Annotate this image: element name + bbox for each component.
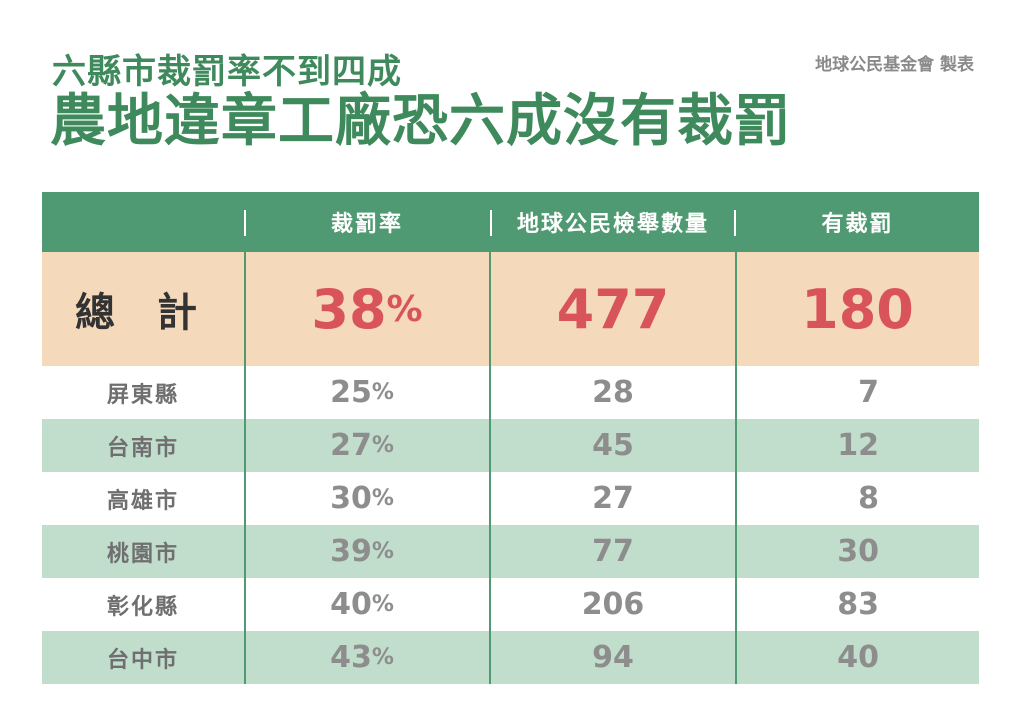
total-rate-value: 38	[311, 277, 387, 341]
header-rate: 裁罰率	[244, 192, 490, 252]
rate-cell: 43%	[244, 631, 490, 684]
table-header: 裁罰率 地球公民檢舉數量 有裁罰	[42, 192, 979, 252]
column-divider	[244, 252, 246, 684]
rate-cell: 30%	[244, 472, 490, 525]
county-name: 台南市	[106, 435, 179, 461]
column-divider	[735, 252, 737, 684]
credit-text: 地球公民基金會 製表	[815, 55, 974, 75]
rate-value: 43	[330, 640, 372, 675]
column-divider	[489, 252, 491, 684]
header-blank	[42, 192, 244, 252]
total-rate-unit: %	[386, 288, 423, 330]
penalized-cell: 83	[837, 587, 879, 622]
total-row: 總 計 38% 477 180	[42, 252, 979, 366]
header-reports-label: 地球公民檢舉數量	[516, 212, 709, 237]
county-name: 台中市	[106, 647, 179, 673]
penalized-cell: 40	[837, 640, 879, 675]
rate-cell: 25%	[244, 366, 490, 419]
penalized-cell: 8	[858, 481, 879, 516]
header-penalized: 有裁罰	[821, 212, 894, 237]
total-label: 總 計	[75, 290, 211, 336]
county-name: 高雄市	[106, 488, 179, 514]
rate-cell: 39%	[244, 525, 490, 578]
subtitle: 六縣市裁罰率不到四成	[52, 52, 402, 92]
table-row: 彰化縣 40% 206 83	[42, 578, 979, 631]
rate-value: 40	[330, 587, 372, 622]
total-rate: 38%	[244, 252, 490, 366]
table-row: 高雄市 30% 27 8	[42, 472, 979, 525]
rate-cell: 40%	[244, 578, 490, 631]
rate-value: 30	[330, 481, 372, 516]
rate-unit: %	[371, 433, 394, 458]
reports-cell: 206	[581, 587, 645, 622]
rate-unit: %	[371, 645, 394, 670]
rate-cell: 27%	[244, 419, 490, 472]
header-divider	[734, 210, 736, 236]
reports-cell: 28	[592, 375, 634, 410]
rate-unit: %	[371, 380, 394, 405]
rate-value: 39	[330, 534, 372, 569]
rate-unit: %	[371, 592, 394, 617]
table-row: 桃園市 39% 77 30	[42, 525, 979, 578]
county-name: 彰化縣	[106, 594, 179, 620]
penalized-cell: 7	[858, 375, 879, 410]
rate-value: 27	[330, 428, 372, 463]
penalty-table: 裁罰率 地球公民檢舉數量 有裁罰 總 計 38% 477 180 屏東縣 25%…	[42, 192, 979, 684]
rate-unit: %	[371, 486, 394, 511]
page-title: 農地違章工廠恐六成沒有裁罰	[50, 89, 791, 154]
penalized-cell: 12	[837, 428, 879, 463]
total-penalized: 180	[801, 277, 914, 341]
county-name: 屏東縣	[106, 382, 179, 408]
penalized-cell: 30	[837, 534, 879, 569]
table-row: 台中市 43% 94 40	[42, 631, 979, 684]
county-name: 桃園市	[106, 541, 179, 567]
rate-unit: %	[371, 539, 394, 564]
reports-cell: 94	[592, 640, 634, 675]
table-row: 屏東縣 25% 28 7	[42, 366, 979, 419]
header-reports: 地球公民檢舉數量	[490, 192, 736, 252]
reports-cell: 27	[592, 481, 634, 516]
rate-value: 25	[330, 375, 372, 410]
total-reports: 477	[556, 277, 670, 341]
reports-cell: 77	[592, 534, 634, 569]
table-row: 台南市 27% 45 12	[42, 419, 979, 472]
reports-cell: 45	[592, 428, 634, 463]
